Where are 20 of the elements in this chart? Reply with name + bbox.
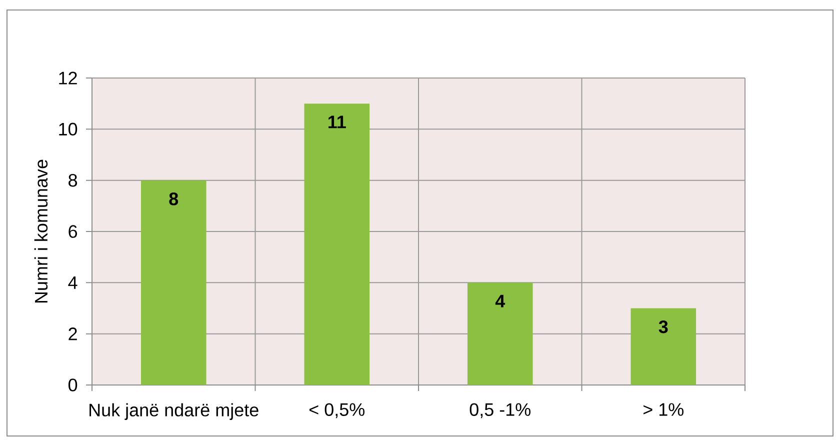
- y-tick-label: 8: [68, 174, 78, 187]
- y-axis-title: Numri i komunave: [34, 160, 48, 303]
- x-tick-label: Nuk janë ndarë mjete: [90, 403, 258, 420]
- y-tick-label: 4: [68, 276, 78, 289]
- y-tick-label: 12: [59, 72, 77, 84]
- data-label: 11: [328, 116, 346, 128]
- x-tick-label: 0,5 -1%: [470, 403, 530, 418]
- bar: [140, 180, 206, 385]
- bar: [304, 104, 370, 385]
- y-tick-label: 2: [68, 328, 77, 340]
- data-label: 8: [169, 192, 178, 206]
- data-label: 4: [495, 294, 506, 308]
- y-tick-label: 6: [68, 225, 78, 238]
- data-label: 3: [658, 320, 668, 334]
- y-tick-label: 10: [59, 122, 78, 136]
- bar: [630, 308, 696, 385]
- x-tick-label: < 0,5%: [309, 403, 364, 418]
- x-tick-label: > 1%: [644, 403, 684, 416]
- y-tick-label: 0: [68, 378, 78, 392]
- bar: [467, 282, 533, 385]
